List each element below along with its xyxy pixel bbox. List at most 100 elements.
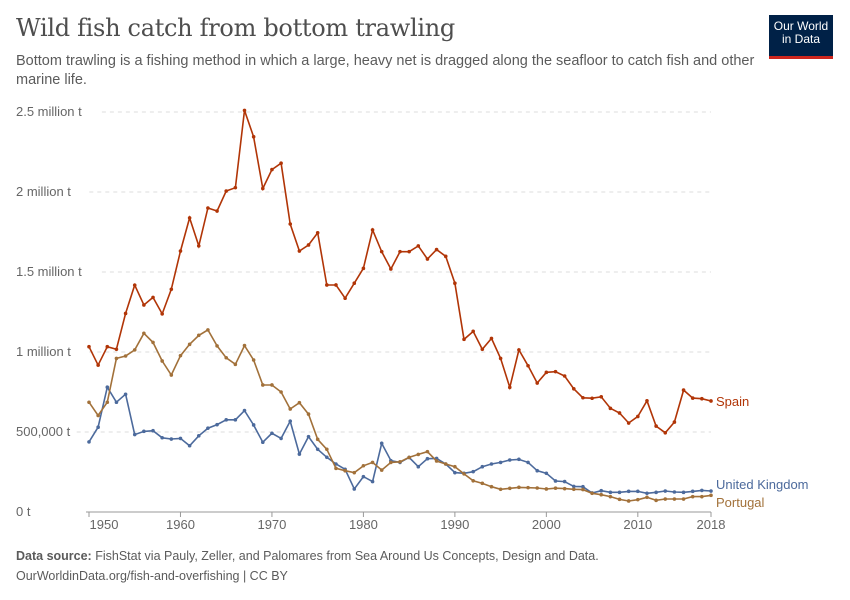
data-point [242,343,247,348]
x-tick-label: 1970 [257,517,286,532]
data-point [334,283,338,287]
series-line-portugal [88,328,712,502]
data-point [169,287,174,292]
data-point [251,358,256,362]
data-point [379,249,384,254]
data-point [562,486,567,491]
x-tick-label: 1950 [90,517,119,532]
data-point [169,437,174,441]
data-point [700,396,704,401]
y-tick-label: 500,000 t [16,424,71,439]
data-point [96,413,100,418]
data-point [260,186,265,191]
data-point [132,348,137,352]
data-point [663,497,668,501]
data-point [325,447,329,452]
data-point [260,440,265,445]
data-point [507,458,512,462]
data-point [645,399,649,403]
data-point [215,422,219,427]
data-point [160,435,164,440]
data-point [425,456,430,461]
data-point [535,468,540,473]
x-tick-label: 2010 [623,517,652,532]
data-point [370,228,375,232]
data-point [471,329,475,334]
data-point [672,420,677,424]
data-point [599,488,604,493]
data-point [297,249,302,253]
data-point [379,468,384,472]
source-url[interactable]: OurWorldinData.org/fish-and-overfishing … [16,569,288,583]
data-point [645,491,649,496]
data-point [96,425,100,430]
data-point [672,497,677,501]
data-point [672,490,677,494]
data-point [105,344,110,349]
data-point [690,396,695,400]
data-point [700,494,704,499]
data-point [636,497,640,502]
data-point [562,374,567,378]
data-point [187,443,192,448]
data-point [178,249,183,253]
data-point [251,135,256,139]
y-tick-label: 1 million t [16,344,71,359]
owid-logo[interactable]: Our World in Data [769,15,833,59]
data-point [178,353,183,358]
chart-subtitle: Bottom trawling is a fishing method in w… [16,53,755,88]
data-point [462,337,466,342]
data-point [224,355,229,360]
data-point [132,283,137,287]
data-point [215,344,219,348]
data-point [251,423,256,427]
data-point [443,254,448,259]
data-point [151,295,155,300]
data-point [608,490,613,495]
data-point [517,457,521,462]
data-point [260,383,265,387]
data-point [453,470,457,475]
data-point [270,431,274,436]
data-point [507,486,512,491]
x-tick-label: 1990 [440,517,469,532]
x-tick-label: 1980 [349,517,378,532]
data-point [626,499,631,503]
y-tick-label: 1.5 million t [16,264,82,279]
data-point [571,387,576,391]
data-point [306,243,311,247]
data-point [416,464,421,469]
data-point [535,486,540,490]
data-point [187,216,192,220]
data-point [617,490,622,495]
data-point [480,347,485,352]
data-point [215,209,219,213]
data-point [517,485,521,490]
data-point [544,487,549,491]
data-point [288,222,293,226]
data-point [407,249,411,254]
data-point [608,406,613,411]
data-point [123,354,128,358]
data-point [700,488,704,493]
data-point [517,348,521,352]
data-point [398,249,402,254]
data-point [553,369,558,374]
data-point [370,479,375,484]
data-point [590,491,594,496]
data-point [425,449,430,454]
data-point [352,470,357,475]
data-point [498,487,503,492]
data-point [196,244,201,248]
data-point [681,497,686,501]
data-point [681,388,686,392]
x-tick-label: 1960 [166,517,195,532]
data-point [370,460,375,465]
data-point [151,428,155,433]
data-point [389,267,393,271]
data-point [224,418,229,422]
data-point [636,414,640,419]
data-point [681,490,686,495]
series-line-united-kingdom [88,385,712,495]
data-point [114,347,119,352]
